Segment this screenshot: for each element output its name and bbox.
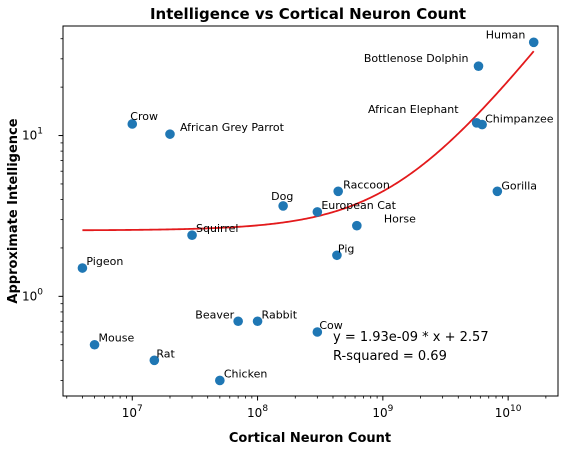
- data-point: [149, 355, 160, 366]
- point-label: Gorilla: [501, 179, 537, 192]
- point-label: Dog: [271, 190, 293, 203]
- data-point: [127, 119, 138, 129]
- data-point: [278, 201, 288, 211]
- point-label: Crow: [130, 110, 158, 123]
- point-label: Mouse: [99, 332, 135, 345]
- point-label: Chimpanzee: [485, 113, 554, 126]
- y-axis-label: Approximate Intelligence: [6, 118, 21, 303]
- point-label: European Cat: [321, 199, 396, 212]
- fit-equation: y = 1.93e-09 * x + 2.57: [333, 330, 489, 345]
- point-label: African Grey Parrot: [180, 121, 285, 134]
- data-point: [312, 327, 323, 337]
- x-tick-label: 1010: [495, 404, 522, 420]
- x-axis-label: Cortical Neuron Count: [229, 431, 391, 446]
- point-label: Squirrel: [196, 222, 238, 235]
- data-point: [492, 186, 503, 197]
- point-label: African Elephant: [368, 103, 459, 116]
- point-label: Human: [486, 28, 526, 41]
- point-label: Raccoon: [343, 178, 390, 191]
- data-point: [473, 61, 484, 71]
- r-squared-label: R-squared = 0.69: [333, 349, 447, 364]
- point-label: Cow: [319, 319, 342, 332]
- data-point: [312, 207, 323, 217]
- point-label: Rat: [156, 347, 175, 360]
- y-tick-label: 101: [22, 127, 43, 143]
- point-label: Rabbit: [262, 308, 298, 321]
- x-tick-label: 109: [372, 404, 393, 420]
- x-tick-label: 108: [247, 404, 268, 420]
- plot-frame: [62, 25, 559, 397]
- data-point: [352, 220, 362, 231]
- fit-line: [82, 50, 535, 232]
- chart-title: Intelligence vs Cortical Neuron Count: [150, 5, 466, 23]
- data-point: [233, 316, 243, 327]
- point-label: Pigeon: [86, 255, 123, 268]
- data-point: [89, 339, 100, 350]
- point-label: Chicken: [224, 367, 268, 380]
- data-point: [187, 230, 197, 240]
- point-label: Beaver: [195, 308, 234, 321]
- y-tick-label: 100: [22, 287, 43, 303]
- data-point: [215, 375, 225, 386]
- point-label: Pig: [338, 242, 354, 255]
- x-tick-label: 107: [122, 404, 143, 420]
- data-point: [528, 37, 539, 48]
- data-point: [252, 316, 263, 327]
- data-point: [333, 186, 343, 197]
- data-point: [77, 263, 88, 273]
- data-point: [332, 250, 342, 261]
- data-point: [477, 119, 487, 130]
- point-label: Bottlenose Dolphin: [364, 52, 469, 65]
- data-point: [165, 129, 175, 139]
- point-label: Horse: [384, 213, 416, 226]
